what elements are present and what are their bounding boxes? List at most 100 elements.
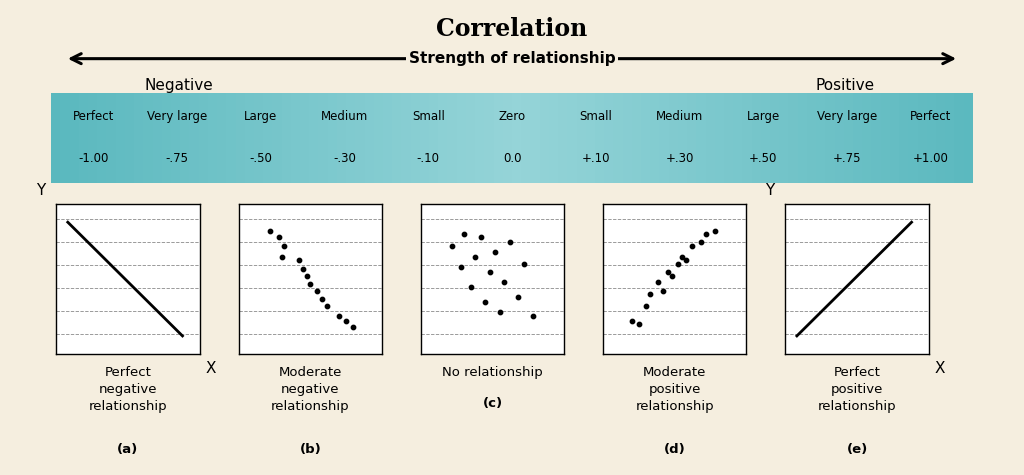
Bar — [392, 93, 401, 183]
Bar — [438, 93, 447, 183]
Text: (b): (b) — [299, 443, 322, 456]
Point — [678, 256, 694, 264]
Text: +.50: +.50 — [750, 152, 777, 165]
Bar — [788, 93, 798, 183]
Point — [670, 260, 686, 268]
Bar — [715, 93, 724, 183]
Point — [270, 233, 287, 241]
Text: -1.00: -1.00 — [78, 152, 109, 165]
Point — [456, 230, 472, 238]
Bar — [51, 93, 60, 183]
Bar — [530, 93, 540, 183]
Point — [707, 228, 723, 235]
Bar — [659, 93, 669, 183]
Bar — [687, 93, 696, 183]
Bar — [577, 93, 586, 183]
Bar — [613, 93, 623, 183]
Bar — [918, 93, 927, 183]
Point — [302, 280, 318, 287]
Text: Large: Large — [746, 111, 780, 124]
Text: Zero: Zero — [499, 111, 525, 124]
Point — [319, 302, 336, 310]
Bar — [696, 93, 706, 183]
Bar — [125, 93, 134, 183]
Bar — [862, 93, 871, 183]
Bar — [835, 93, 844, 183]
Text: -.75: -.75 — [165, 152, 188, 165]
Bar — [60, 93, 70, 183]
Point — [487, 248, 504, 256]
Bar — [236, 93, 245, 183]
Text: Moderate
positive
relationship: Moderate positive relationship — [636, 366, 714, 413]
Bar — [143, 93, 153, 183]
Text: X: X — [206, 361, 216, 376]
Bar — [558, 93, 567, 183]
Bar — [798, 93, 807, 183]
Bar — [401, 93, 411, 183]
Point — [273, 253, 290, 260]
Bar — [88, 93, 97, 183]
Text: No relationship: No relationship — [442, 366, 543, 379]
Point — [453, 263, 469, 271]
Bar — [189, 93, 199, 183]
Bar — [199, 93, 208, 183]
Text: +.30: +.30 — [666, 152, 693, 165]
Bar — [180, 93, 189, 183]
Text: (e): (e) — [847, 443, 867, 456]
Text: Moderate
negative
relationship: Moderate negative relationship — [271, 366, 349, 413]
Point — [638, 302, 654, 310]
Bar — [927, 93, 936, 183]
Bar — [521, 93, 530, 183]
Bar — [365, 93, 374, 183]
Point — [524, 313, 541, 320]
Bar — [383, 93, 392, 183]
Bar — [263, 93, 272, 183]
Point — [309, 287, 326, 295]
Point — [481, 268, 498, 276]
Bar — [816, 93, 825, 183]
Text: Y: Y — [765, 183, 774, 198]
Bar — [282, 93, 291, 183]
Bar — [936, 93, 945, 183]
Bar — [494, 93, 503, 183]
Bar — [761, 93, 770, 183]
Bar — [97, 93, 106, 183]
Point — [624, 317, 640, 325]
Text: Very large: Very large — [817, 111, 878, 124]
Point — [295, 265, 311, 272]
Text: Small: Small — [412, 111, 444, 124]
Point — [659, 268, 676, 276]
Point — [698, 230, 715, 238]
Text: Perfect: Perfect — [910, 111, 951, 124]
Bar — [669, 93, 678, 183]
Text: Large: Large — [244, 111, 278, 124]
Bar — [890, 93, 899, 183]
Bar — [318, 93, 328, 183]
Bar — [752, 93, 761, 183]
Point — [692, 238, 709, 246]
Point — [649, 278, 666, 286]
Bar — [475, 93, 484, 183]
Text: -.50: -.50 — [249, 152, 272, 165]
Point — [516, 260, 532, 268]
Bar — [825, 93, 835, 183]
Point — [502, 238, 518, 246]
Text: Strength of relationship: Strength of relationship — [409, 51, 615, 66]
Bar — [586, 93, 595, 183]
Point — [276, 242, 293, 250]
Text: Perfect
positive
relationship: Perfect positive relationship — [818, 366, 896, 413]
Point — [345, 323, 361, 331]
Bar — [899, 93, 908, 183]
Text: (c): (c) — [482, 397, 503, 410]
Bar — [457, 93, 466, 183]
Bar — [447, 93, 457, 183]
Bar — [549, 93, 558, 183]
Point — [674, 253, 690, 260]
Text: +.75: +.75 — [833, 152, 861, 165]
Point — [655, 287, 672, 295]
Bar — [300, 93, 309, 183]
Bar — [908, 93, 918, 183]
Bar — [106, 93, 116, 183]
Bar — [291, 93, 300, 183]
Text: -.10: -.10 — [417, 152, 439, 165]
